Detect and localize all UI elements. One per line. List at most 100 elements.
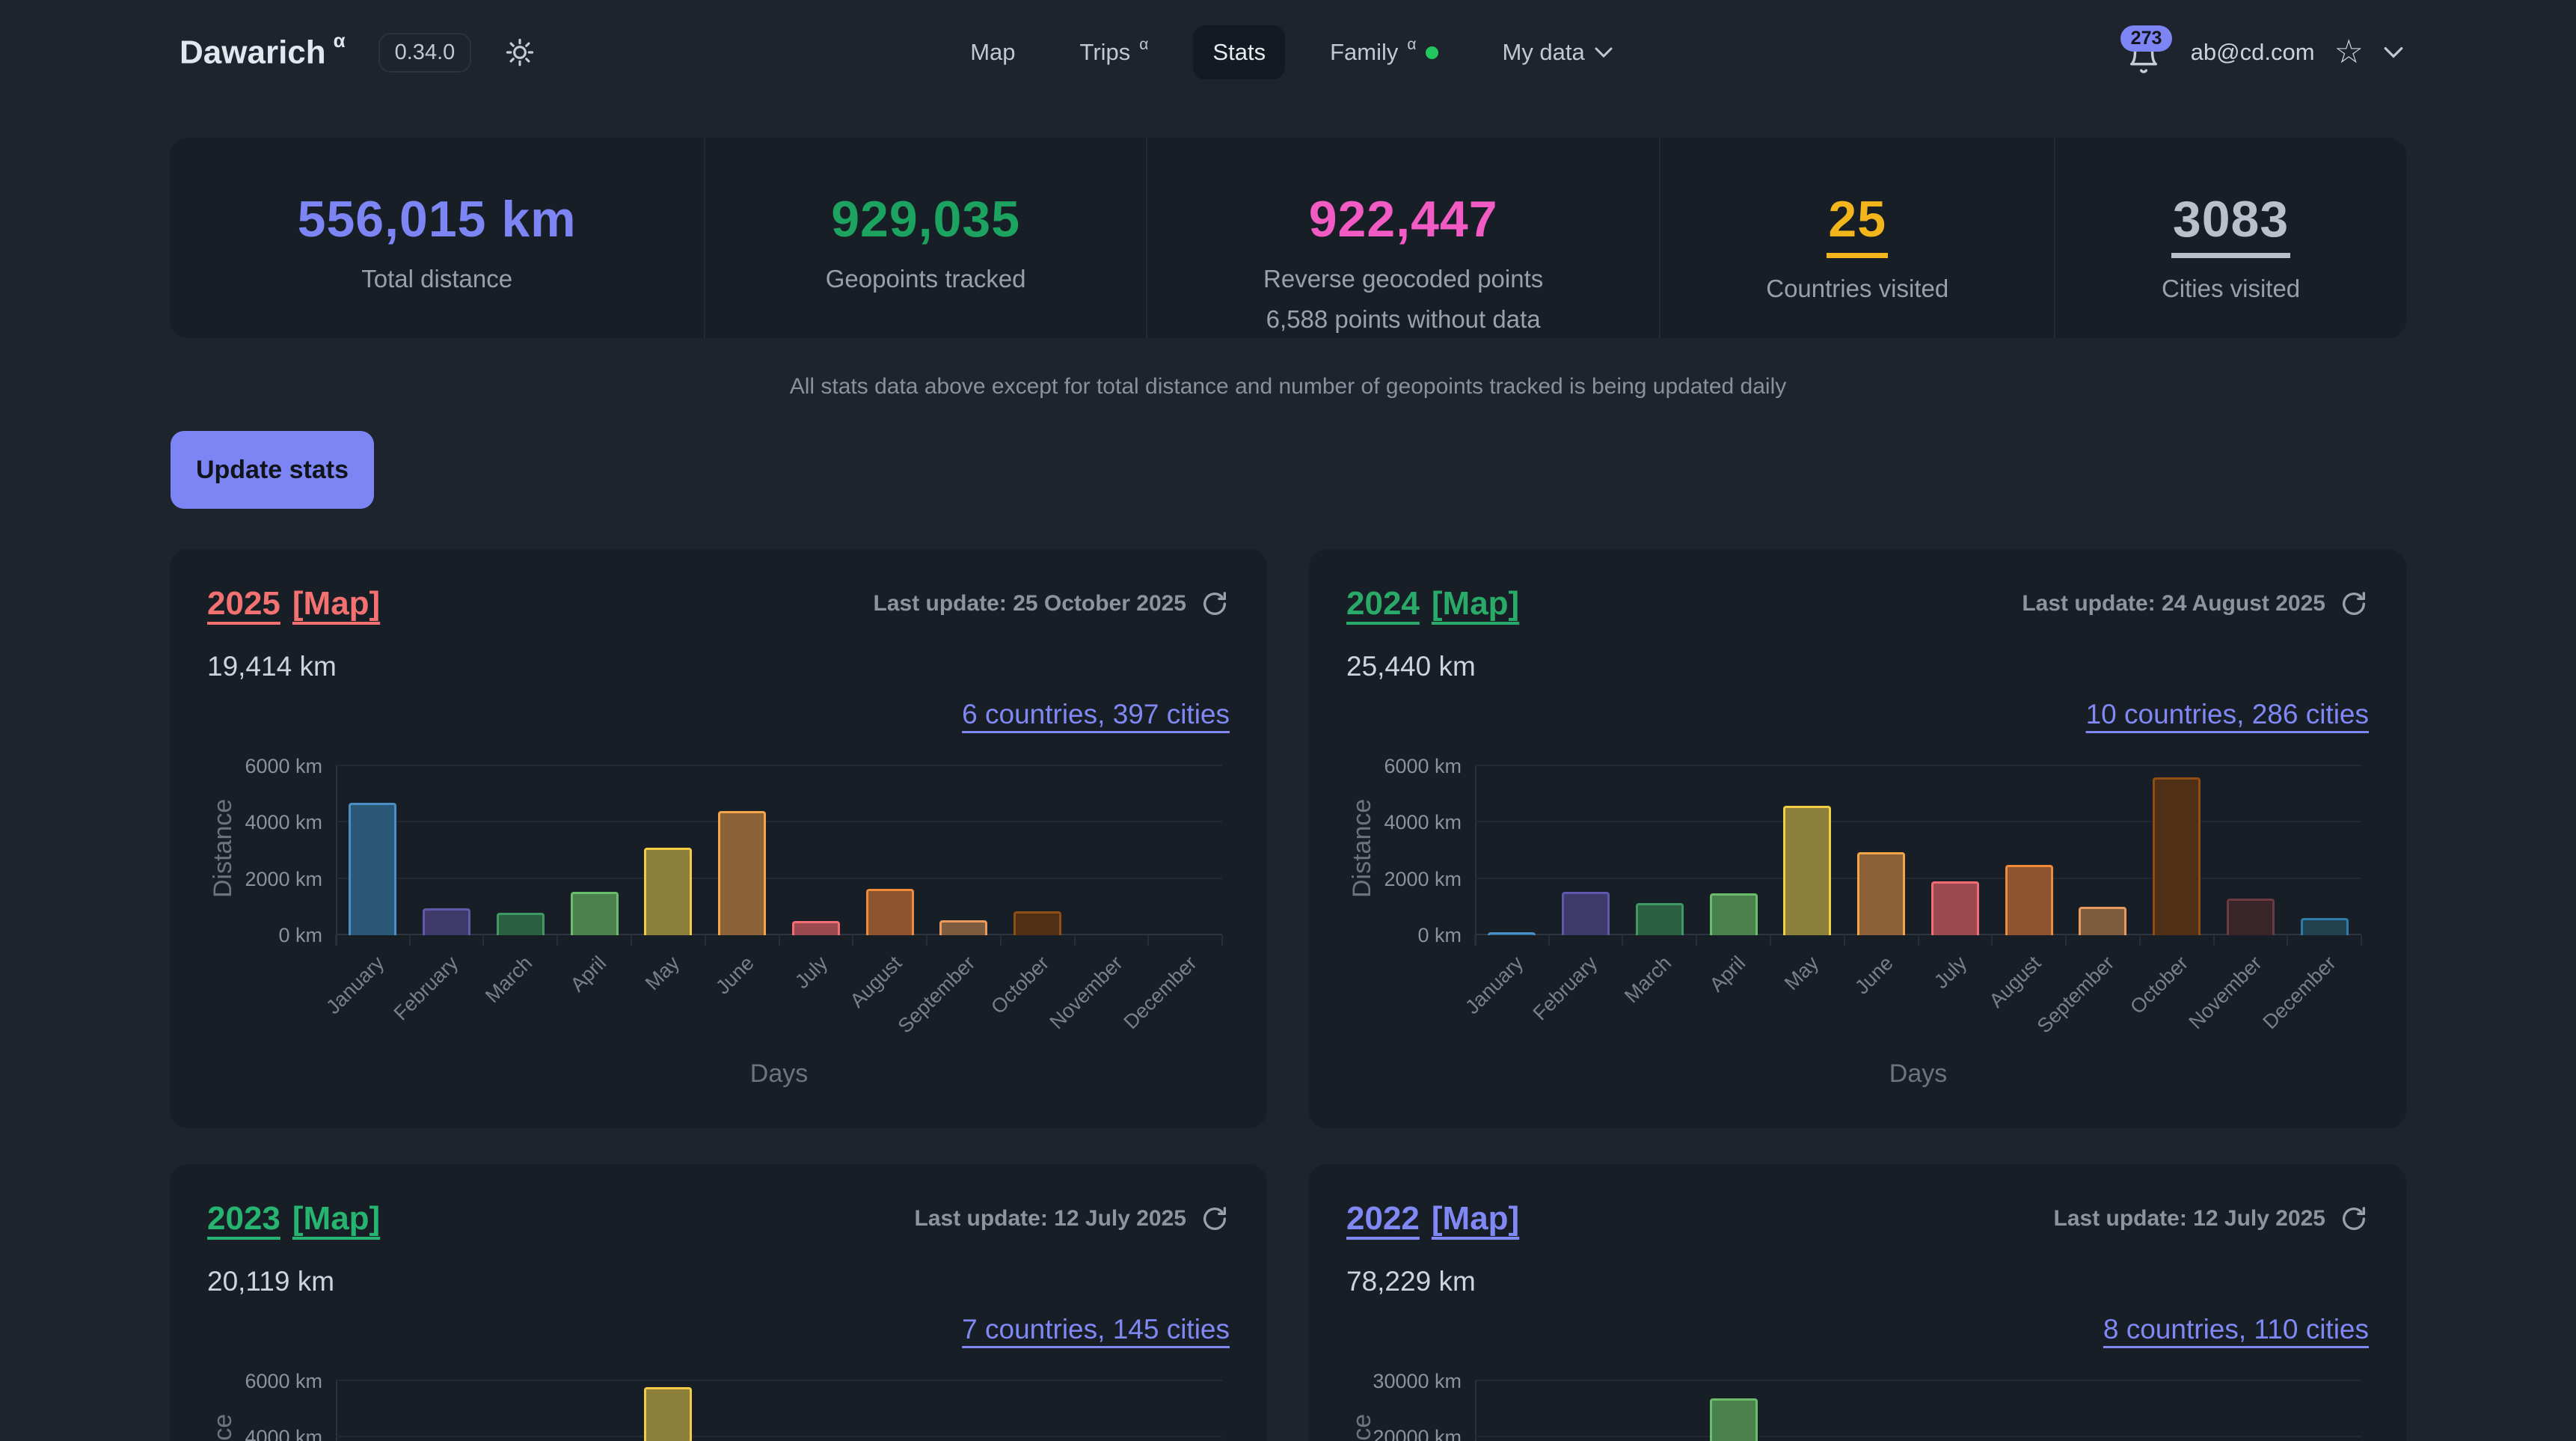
theme-toggle-sun-icon[interactable] bbox=[504, 37, 536, 68]
bar-january bbox=[1488, 932, 1536, 935]
year-distance: 19,414 km bbox=[207, 651, 337, 682]
main-nav: Map Trips α Stats Family α My data bbox=[853, 25, 1731, 79]
bar-june bbox=[718, 811, 767, 935]
bar-may bbox=[1783, 805, 1832, 935]
x-tick-label: July bbox=[790, 952, 832, 994]
app-logo[interactable]: Dawarich α bbox=[180, 29, 346, 72]
map-link-2022[interactable]: [Map] bbox=[1431, 1200, 1520, 1237]
y-tick-label: 2000 km bbox=[245, 867, 322, 890]
bar-october bbox=[2153, 777, 2201, 935]
year-link-2023[interactable]: 2023 bbox=[207, 1200, 280, 1237]
bar-february bbox=[423, 908, 471, 935]
stat-label: Reverse geocoded points bbox=[1263, 265, 1544, 293]
bar-september bbox=[2079, 907, 2127, 935]
bar-november bbox=[2226, 899, 2275, 935]
x-tick-label: April bbox=[565, 952, 610, 997]
countries-cities-link-2023[interactable]: 7 countries, 145 cities bbox=[962, 1314, 1230, 1344]
year-link-2024[interactable]: 2024 bbox=[1346, 585, 1420, 622]
refresh-icon[interactable] bbox=[2339, 589, 2369, 619]
cities-visited-link[interactable]: 3083 bbox=[2171, 190, 2291, 258]
countries-cities-link-2024[interactable]: 10 countries, 286 cities bbox=[2085, 699, 2369, 729]
bar-may bbox=[644, 1386, 693, 1441]
map-link-2024[interactable]: [Map] bbox=[1431, 585, 1520, 622]
year-card-2024: 2024 [Map] Last update: 24 August 2025 2… bbox=[1309, 549, 2406, 1128]
x-tick-label: February bbox=[1528, 952, 1602, 1025]
refresh-icon[interactable] bbox=[1200, 589, 1230, 619]
year-card-2025: 2025 [Map] Last update: 25 October 2025 … bbox=[170, 549, 1267, 1128]
year-distance: 78,229 km bbox=[1346, 1266, 1476, 1297]
countries-cities-link-2022[interactable]: 8 countries, 110 cities bbox=[2103, 1314, 2369, 1344]
refresh-icon[interactable] bbox=[2339, 1204, 2369, 1234]
x-tick-label: January bbox=[1461, 952, 1528, 1019]
user-email[interactable]: ab@cd.com bbox=[2190, 39, 2315, 65]
x-tick-label: December bbox=[1119, 952, 1201, 1034]
year-cards-grid: 2025 [Map] Last update: 25 October 2025 … bbox=[170, 549, 2406, 1441]
nav-item-family[interactable]: Family α bbox=[1310, 25, 1457, 79]
y-tick-label: 2000 km bbox=[1384, 867, 1462, 890]
bar-may bbox=[644, 848, 693, 935]
y-tick-label: 6000 km bbox=[245, 1370, 322, 1392]
bar-august bbox=[2005, 864, 2053, 935]
user-menu-chevron[interactable] bbox=[2383, 46, 2404, 59]
x-tick-label: September bbox=[2032, 952, 2119, 1038]
bar-april bbox=[1709, 1398, 1758, 1441]
x-tick-label: November bbox=[2184, 952, 2267, 1034]
y-tick-label: 4000 km bbox=[245, 1426, 322, 1441]
x-tick-label: June bbox=[711, 952, 758, 999]
x-tick-label: January bbox=[322, 952, 389, 1019]
stat-total-distance: 556,015 km Total distance bbox=[170, 138, 706, 338]
notifications-bell[interactable]: 273 bbox=[2120, 25, 2173, 75]
bar-march bbox=[1635, 902, 1684, 935]
y-tick-label: 6000 km bbox=[1384, 755, 1462, 777]
x-tick-label: February bbox=[389, 952, 463, 1025]
x-tick-label: May bbox=[1780, 952, 1824, 995]
year-link-2022[interactable]: 2022 bbox=[1346, 1200, 1420, 1237]
stat-label: Countries visited bbox=[1766, 275, 1949, 302]
y-axis-title: Distance bbox=[1348, 798, 1376, 899]
nav-item-stats[interactable]: Stats bbox=[1193, 25, 1286, 79]
top-nav: Dawarich α 0.34.0 Map Trips α Stats Family… bbox=[0, 0, 2576, 105]
x-tick-label: June bbox=[1850, 952, 1898, 999]
refresh-icon[interactable] bbox=[1200, 1204, 1230, 1234]
year-distance: 25,440 km bbox=[1346, 651, 1476, 682]
stat-countries-visited: 25 Countries visited bbox=[1660, 138, 2056, 338]
map-link-2025[interactable]: [Map] bbox=[292, 585, 381, 622]
daily-update-note: All stats data above except for total di… bbox=[789, 374, 1787, 399]
last-update-text: Last update: 12 July 2025 bbox=[2053, 1206, 2326, 1231]
bar-october bbox=[1013, 911, 1062, 935]
countries-cities-link-2025[interactable]: 6 countries, 397 cities bbox=[962, 699, 1230, 729]
x-tick-label: May bbox=[641, 952, 684, 995]
app-logo-text: Dawarich bbox=[180, 34, 326, 71]
chevron-down-icon bbox=[2384, 47, 2403, 58]
countries-visited-link[interactable]: 25 bbox=[1827, 190, 1889, 258]
bar-april bbox=[1709, 893, 1758, 935]
bar-august bbox=[865, 888, 914, 935]
y-tick-label: 0 km bbox=[278, 924, 322, 946]
bar-april bbox=[570, 891, 619, 935]
notification-count-badge: 273 bbox=[2120, 25, 2173, 52]
nav-item-trips[interactable]: Trips α bbox=[1079, 36, 1149, 65]
stat-value: 929,035 bbox=[831, 191, 1021, 248]
update-stats-button[interactable]: Update stats bbox=[171, 431, 374, 509]
year-card-2022: 2022 [Map] Last update: 12 July 2025 78,… bbox=[1309, 1164, 2406, 1441]
star-icon[interactable]: ☆ bbox=[2334, 34, 2364, 70]
x-tick-label: September bbox=[893, 952, 980, 1038]
points-without-data-link[interactable]: 6,588 points without data bbox=[1266, 305, 1541, 338]
bar-december bbox=[2300, 918, 2349, 935]
x-tick-label: November bbox=[1045, 952, 1128, 1034]
nav-item-map[interactable]: Map bbox=[970, 39, 1016, 65]
nav-item-my-data[interactable]: My data bbox=[1483, 25, 1633, 79]
stat-value: 922,447 bbox=[1308, 191, 1498, 248]
last-update-text: Last update: 25 October 2025 bbox=[873, 591, 1186, 616]
bar-september bbox=[939, 920, 988, 935]
year-link-2025[interactable]: 2025 bbox=[207, 585, 280, 622]
stat-reverse-geocoded: 922,447 Reverse geocoded points 6,588 po… bbox=[1147, 138, 1661, 338]
y-tick-label: 4000 km bbox=[1384, 811, 1462, 834]
x-tick-label: October bbox=[987, 952, 1054, 1019]
alpha-superscript: α bbox=[1139, 36, 1149, 53]
map-link-2023[interactable]: [Map] bbox=[292, 1200, 381, 1237]
